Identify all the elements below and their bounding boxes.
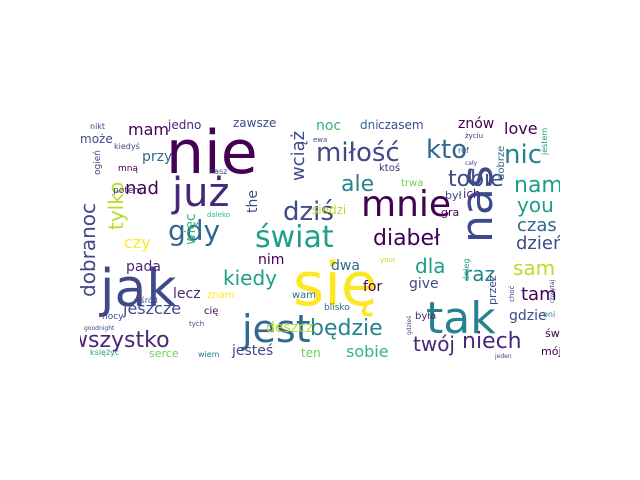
word-moze: może [80,132,113,146]
word-ten: ten [301,346,321,360]
word-wam: wam [292,290,317,301]
word-dobrze: dobrze [496,145,507,180]
word-ksiezyc: księżyc [90,348,120,357]
word-dobranoc: dobranoc [80,202,100,297]
word-choc: choć [508,285,516,302]
word-przez: przez [486,275,499,305]
word-gra: gra [441,206,460,219]
word-dla: dla [415,254,446,278]
word-znam: znam [207,290,235,301]
word-nam: nam [514,173,560,198]
word-ich: ich [463,187,481,201]
word-czas: czas [517,215,557,236]
word-pada: pada [126,259,161,275]
word-caly: cały [465,160,478,167]
word-dzis: dziś [283,197,334,227]
word-goodnight: goodnight [84,325,115,332]
word-you: you [517,193,554,217]
word-wiec: więc [183,213,199,245]
word-siedzi: siedzi [312,203,347,217]
word-zawsze: zawsze [233,116,277,130]
word-jeden: jeden [495,353,512,360]
word-swiat: świat [255,220,334,255]
word-dwa: dwa [331,258,360,274]
word-jedno: jedno [168,118,202,132]
word-cie: cię [204,306,219,317]
word-zyciu: życiu [465,132,484,140]
word-jak: jak [100,259,177,319]
word-sam: sam [513,256,556,280]
word-wciaz: wciąż [288,130,309,181]
word-diabel: diabeł [373,226,441,251]
word-dzien: dzień [516,233,560,254]
word-daleko: daleko [207,211,231,219]
word-twoj: twój [413,332,455,356]
word-give: give [409,276,439,292]
word-mam: mam [128,120,169,139]
word-kiedy: kiedy [223,266,277,290]
word-czasem: czasem [378,118,424,132]
word-gdzie: gdzie [509,308,547,324]
word-sie: się [293,250,378,320]
word-juz: już [172,170,230,216]
word-nikt: nikt [90,122,106,131]
word-jest: jest [242,307,311,351]
word-nasz: nasz [209,167,228,176]
word-wiem: wiem [198,350,220,359]
word-ref: ref [458,146,469,155]
word-bedzie: będzie [310,316,383,341]
word-mnie: mnie [361,184,452,225]
word-cloud: nie się jak już tak jest nas mnie świat … [80,95,560,367]
word-nic: nic [504,140,542,170]
word-byl: był [445,189,462,202]
word-sobie: sobie [346,342,389,361]
word-swit: świt [545,327,560,340]
word-wszystko: wszystko [80,328,170,353]
word-niech: niech [462,329,522,354]
word-tych: tych [189,320,205,328]
word-raz: raz [464,262,495,286]
word-snieg: śnieg [462,258,471,280]
word-blisko: blisko [324,303,350,313]
word-potem: potem [113,186,143,196]
word-kiedys: kiedyś [114,142,140,151]
word-nim: nim [258,252,285,268]
word-the: the [245,190,261,213]
word-trwa: trwa [401,178,424,189]
word-nocy: nocy [102,312,124,322]
word-gdy: gdy [168,214,221,247]
word-jestes: jesteś [232,343,274,359]
word-noc: noc [316,118,342,134]
word-kto: kto [426,135,468,165]
word-ale: ale [341,172,375,197]
word-ogien: ogień [93,150,103,175]
word-nie: nie [166,118,258,188]
word-jeszcze: jeszcze [123,299,182,318]
word-deszcz: deszcz [266,320,314,336]
word-jestem: jestem [540,127,549,155]
word-dni: dni [360,118,379,132]
word-tam: tam [521,284,557,305]
word-your: your [380,256,396,264]
word-chwytaj: chwytaj [549,279,556,303]
word-gdzies: gdzieś [406,315,413,335]
word-tak: tak [426,293,496,344]
word-nad: nad [125,178,159,199]
word-love: love [504,119,538,138]
word-lecz: lecz [173,286,201,302]
word-for: for [363,279,383,295]
word-przy: przy [142,149,173,165]
word-tobie: tobie [448,167,504,192]
word-ktos: ktoś [379,163,401,174]
word-mna: mną [118,164,138,174]
word-czy: czy [124,233,151,252]
word-byla: była [415,311,437,322]
word-wsrod: wśród [134,296,158,305]
word-moj: mój [541,345,560,358]
word-ewa: ewa [313,136,328,144]
word-znow: znów [458,116,495,132]
word-serce: serce [149,347,179,360]
word-milosc: miłość [316,138,400,168]
word-oni: oni [543,310,556,319]
